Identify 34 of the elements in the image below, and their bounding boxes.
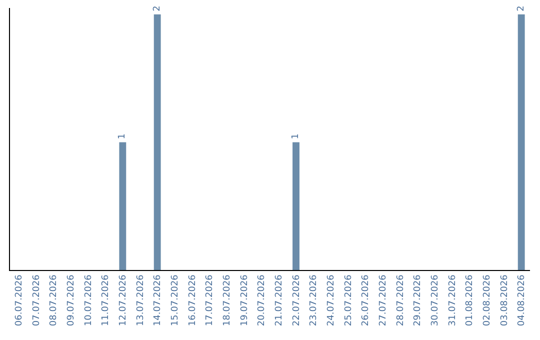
x-tick-label: 23.07.2026 xyxy=(309,274,320,326)
x-tick-label: 07.07.2026 xyxy=(32,274,42,326)
x-tick-label: 11.07.2026 xyxy=(101,274,112,326)
x-tick-label: 10.07.2026 xyxy=(84,274,94,326)
x-tick-label: 14.07.2026 xyxy=(153,274,164,326)
x-tick-label: 18.07.2026 xyxy=(222,274,233,326)
x-tick-label: 26.07.2026 xyxy=(361,274,372,326)
x-tick-label: 25.07.2026 xyxy=(344,274,354,326)
x-tick-label: 19.07.2026 xyxy=(240,274,250,326)
x-tick-label: 17.07.2026 xyxy=(205,274,216,326)
data-label: 2 xyxy=(516,6,526,12)
data-label: 1 xyxy=(118,133,128,140)
x-tick-label: 09.07.2026 xyxy=(66,274,77,326)
x-tick-label: 16.07.2026 xyxy=(188,274,198,326)
x-tick-label: 29.07.2026 xyxy=(413,274,424,326)
x-tick-label: 30.07.2026 xyxy=(430,274,441,326)
x-tick-label: 01.08.2026 xyxy=(465,274,476,326)
x-tick-label: 13.07.2026 xyxy=(136,274,146,326)
data-label: 1 xyxy=(291,133,301,140)
x-tick-label: 02.08.2026 xyxy=(482,274,493,326)
x-tick-label: 22.07.2026 xyxy=(292,274,302,326)
x-tick-label: 08.07.2026 xyxy=(49,274,60,326)
x-tick-label: 12.07.2026 xyxy=(118,274,129,326)
x-tick-label: 15.07.2026 xyxy=(170,274,181,326)
data-label: 2 xyxy=(152,6,162,12)
x-tick-label: 20.07.2026 xyxy=(257,274,268,326)
x-tick-label: 04.08.2026 xyxy=(517,274,528,326)
x-tick-label: 24.07.2026 xyxy=(326,274,337,326)
x-tick-label: 06.07.2026 xyxy=(14,274,25,326)
x-tick-label: 27.07.2026 xyxy=(378,274,389,326)
x-tick-label: 03.08.2026 xyxy=(500,274,510,326)
x-tick-label: 21.07.2026 xyxy=(274,274,285,326)
x-tick-label: 31.07.2026 xyxy=(448,274,458,326)
x-tick-label: 28.07.2026 xyxy=(396,274,406,326)
